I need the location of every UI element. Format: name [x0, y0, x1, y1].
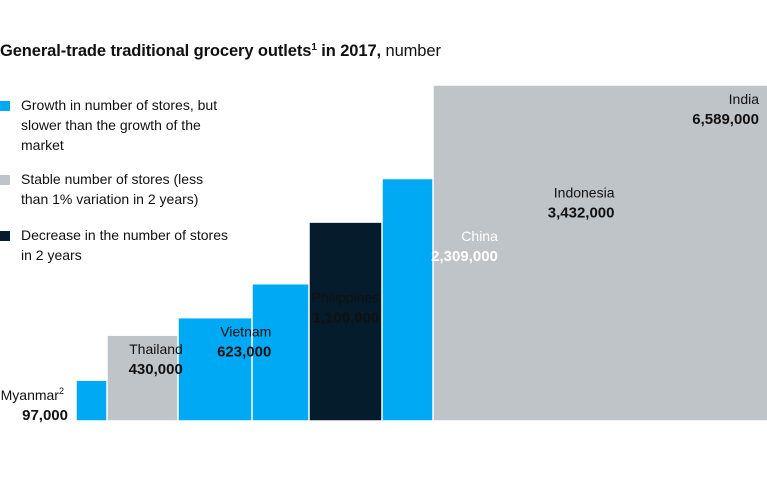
- category-label-myanmar: Myanmar2: [1, 386, 64, 403]
- category-label-indonesia: Indonesia: [554, 185, 615, 201]
- value-label-philippines: 1,100,000: [313, 310, 380, 327]
- value-label-india: 6,589,000: [692, 111, 759, 128]
- value-label-thailand: 430,000: [129, 361, 183, 378]
- legend-swatch-stable: [0, 175, 10, 185]
- legend-label-growth: Growth in number of stores, but slower t…: [21, 97, 218, 153]
- category-footnote-mark: 2: [59, 386, 64, 396]
- category-label-vietnam: Vietnam: [220, 324, 271, 340]
- legend-label-decrease: Decrease in the number of stores in 2 ye…: [21, 227, 228, 263]
- value-label-indonesia: 3,432,000: [548, 205, 615, 222]
- legend-swatch-growth: [0, 101, 10, 111]
- bar-india: [432, 84, 767, 422]
- value-label-vietnam: 623,000: [217, 344, 271, 361]
- value-label-myanmar: 97,000: [22, 407, 68, 424]
- category-label-china: China: [461, 228, 498, 244]
- chart-title: General-trade traditional grocery outlet…: [0, 42, 441, 61]
- legend-label-stable: Stable number of stores (less than 1% va…: [21, 171, 204, 207]
- legend-swatch-decrease: [0, 231, 10, 241]
- category-label-india: India: [729, 91, 760, 107]
- category-label-philippines: Philippines: [312, 290, 380, 306]
- title-main: General-trade traditional grocery outlet…: [0, 42, 312, 60]
- title-year: in 2017,: [316, 42, 382, 60]
- title-unit: number: [381, 42, 441, 60]
- title-footnote-mark: 1: [311, 42, 317, 53]
- value-label-china: 2,309,000: [431, 248, 498, 265]
- category-label-thailand: Thailand: [129, 341, 183, 357]
